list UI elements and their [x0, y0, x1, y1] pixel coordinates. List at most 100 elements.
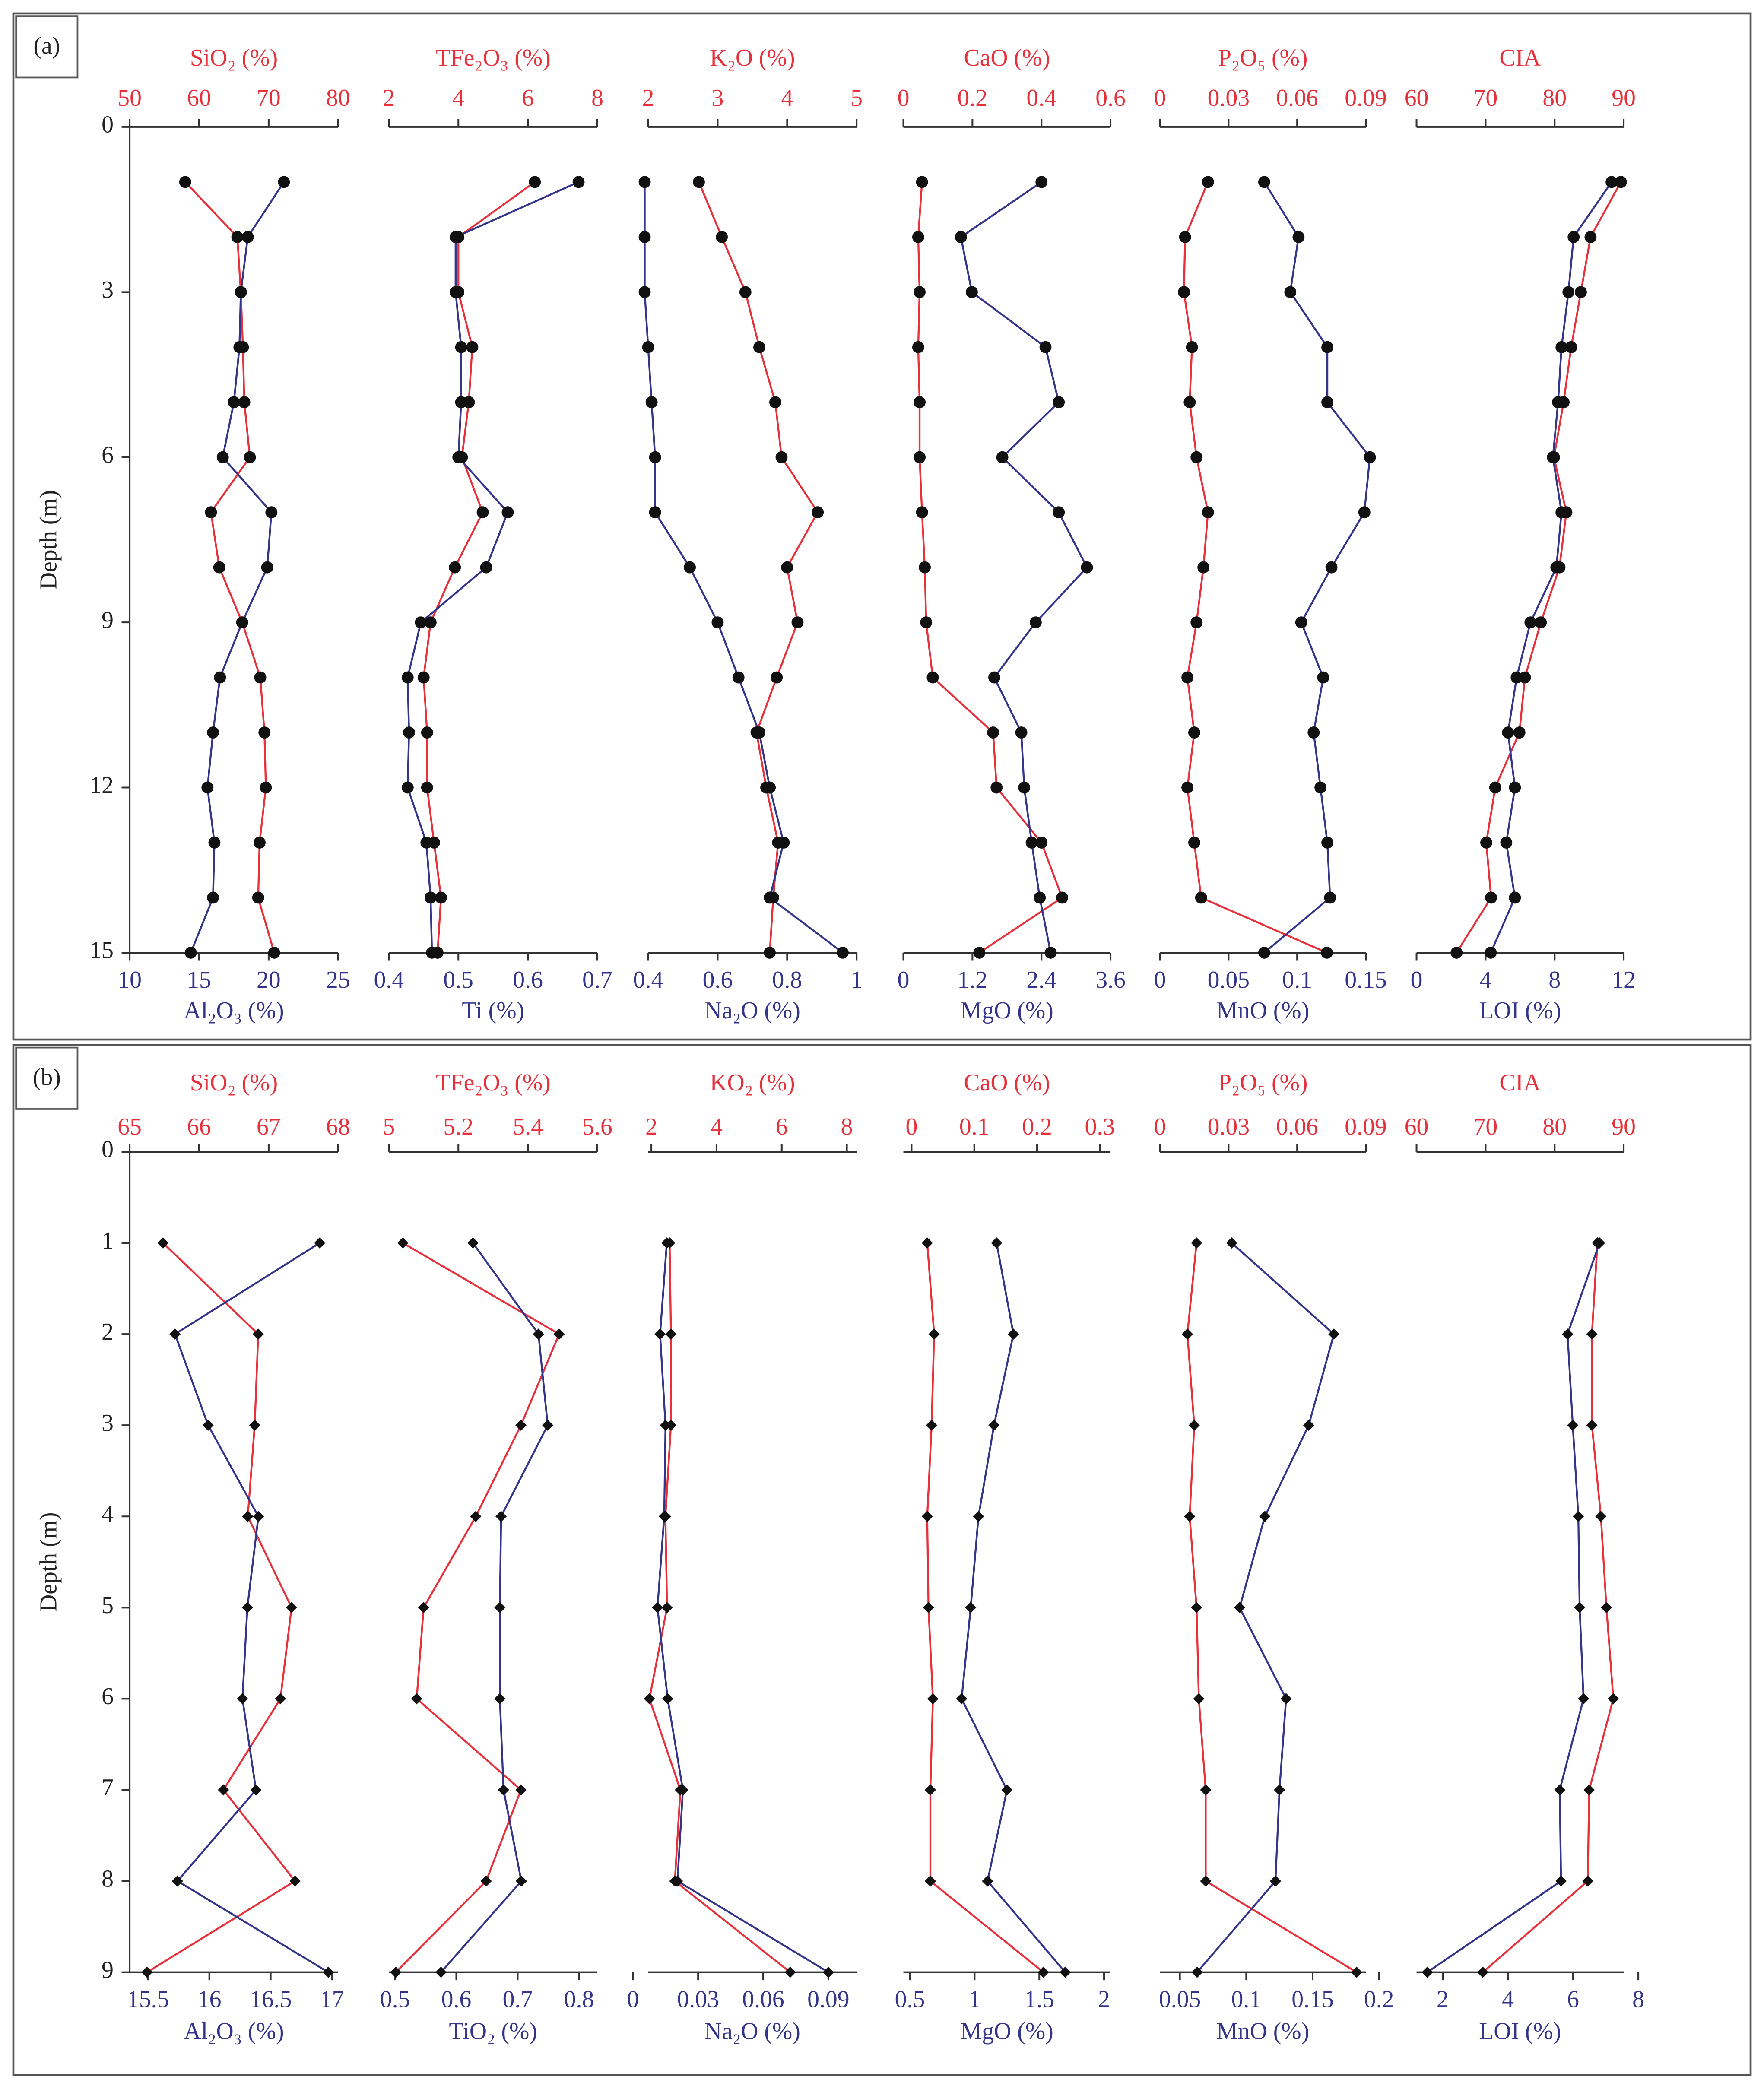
- top-axis-title: P₂O₅ (%): [1218, 44, 1307, 71]
- data-point: [466, 341, 479, 353]
- data-point: [652, 1602, 663, 1614]
- data-point: [421, 726, 433, 739]
- y-tick-label: 6: [102, 442, 114, 469]
- y-tick-label: 0: [102, 111, 114, 138]
- data-point: [1485, 891, 1497, 904]
- bottom-axis-title: Ti (%): [462, 997, 524, 1024]
- data-point: [684, 561, 696, 574]
- top-tick-label: 5: [383, 1113, 395, 1140]
- data-point: [1575, 286, 1587, 298]
- data-point: [1583, 1784, 1595, 1796]
- top-tick-label: 6: [522, 85, 534, 111]
- data-point: [966, 286, 978, 298]
- data-point: [1321, 341, 1333, 353]
- data-point: [1605, 176, 1618, 188]
- data-point: [919, 561, 931, 574]
- data-point: [449, 231, 462, 243]
- bottom-tick-label: 0.5: [443, 967, 473, 993]
- data-point: [1421, 1966, 1433, 1978]
- data-point: [764, 947, 776, 959]
- data-point: [411, 1693, 422, 1705]
- data-point: [415, 616, 427, 629]
- data-point: [417, 671, 430, 684]
- data-point: [775, 451, 788, 463]
- data-point: [1190, 616, 1203, 629]
- data-point: [420, 837, 433, 849]
- data-point: [207, 726, 219, 739]
- data-point: [207, 891, 219, 904]
- y-tick-label: 0: [102, 1136, 114, 1163]
- data-point: [1485, 947, 1497, 959]
- data-point: [1034, 891, 1046, 904]
- y-tick-label: 5: [102, 1592, 114, 1619]
- data-point: [1584, 231, 1597, 243]
- data-point: [753, 726, 765, 739]
- bottom-tick-label: 2: [1437, 1986, 1449, 2013]
- data-point: [644, 1693, 655, 1705]
- data-point: [254, 671, 267, 684]
- top-tick-label: 5.4: [513, 1113, 543, 1140]
- bottom-axis-title: MnO (%): [1216, 997, 1309, 1024]
- data-point: [397, 1237, 409, 1249]
- data-point: [1321, 396, 1333, 409]
- top-tick-label: 2: [645, 1113, 657, 1140]
- bottom-axis-title: Na₂O (%): [704, 997, 800, 1024]
- data-point: [662, 1693, 673, 1705]
- data-point: [249, 1420, 260, 1431]
- data-point: [1364, 451, 1376, 463]
- data-point: [914, 451, 926, 463]
- data-point: [1295, 616, 1307, 629]
- y-tick-label: 1: [102, 1227, 114, 1254]
- data-point: [914, 286, 926, 298]
- top-axis-title: KO₂ (%): [710, 1069, 795, 1096]
- bottom-tick-label: 0: [1154, 967, 1166, 993]
- data-point: [1547, 451, 1559, 463]
- data-point: [1188, 837, 1200, 849]
- data-point: [1258, 176, 1270, 188]
- data-point: [1562, 286, 1575, 298]
- data-point: [435, 891, 447, 904]
- data-point: [926, 1420, 937, 1431]
- top-tick-label: 0.03: [1208, 85, 1250, 111]
- bottom-tick-label: 0.09: [807, 1986, 849, 2013]
- top-axis-title: CaO (%): [964, 44, 1050, 71]
- data-point: [1025, 837, 1038, 849]
- bottom-tick-label: 0.8: [564, 1986, 594, 2013]
- bottom-axis-title: LOI (%): [1479, 997, 1561, 1024]
- data-point: [777, 837, 790, 849]
- top-tick-label: 90: [1612, 85, 1636, 111]
- bottom-axis-title: MgO (%): [961, 2018, 1053, 2045]
- data-point: [677, 1784, 689, 1796]
- data-point: [157, 1237, 169, 1249]
- top-tick-label: 70: [1474, 85, 1498, 111]
- data-point: [250, 1784, 262, 1796]
- data-point: [515, 1784, 527, 1796]
- data-point: [268, 947, 280, 959]
- bottom-tick-label: 16: [197, 1986, 222, 2013]
- data-point: [261, 561, 273, 574]
- data-point: [494, 1693, 506, 1705]
- data-point: [1358, 506, 1371, 519]
- top-tick-label: 2: [383, 85, 395, 111]
- top-tick-label: 5.6: [582, 1113, 612, 1140]
- top-tick-label: 5.2: [443, 1113, 473, 1140]
- data-point: [495, 1511, 507, 1522]
- data-point: [1510, 671, 1523, 684]
- data-point: [645, 396, 658, 409]
- data-point: [501, 506, 514, 519]
- data-point: [401, 781, 414, 794]
- y-axis-title: Depth (m): [35, 490, 62, 590]
- data-point: [254, 837, 266, 849]
- data-point: [449, 561, 461, 574]
- data-point: [265, 506, 278, 519]
- data-point: [424, 891, 437, 904]
- panel-label: (b): [33, 1064, 61, 1091]
- y-tick-label: 6: [102, 1683, 114, 1710]
- data-point: [769, 396, 781, 409]
- data-point: [238, 396, 251, 409]
- bottom-tick-label: 1: [850, 967, 863, 993]
- data-point: [1502, 726, 1514, 739]
- data-point: [1509, 891, 1521, 904]
- bottom-tick-label: 15: [187, 967, 211, 993]
- y-tick-label: 9: [102, 607, 114, 634]
